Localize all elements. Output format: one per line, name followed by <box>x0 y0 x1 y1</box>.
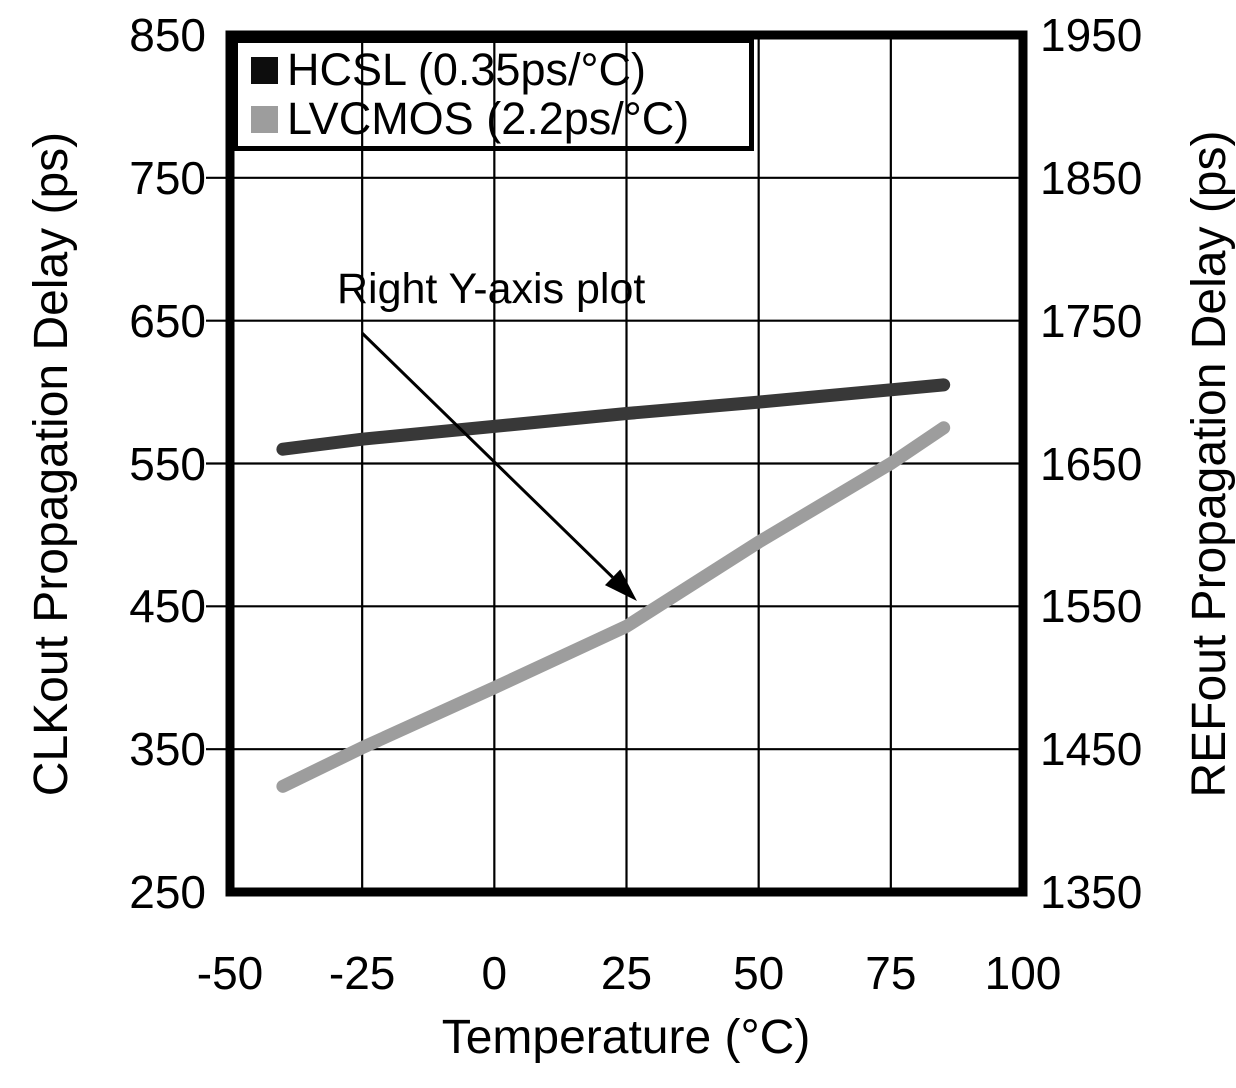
y-right-tick-label: 1750 <box>1040 294 1143 347</box>
arrow-line <box>360 331 614 579</box>
data-series <box>276 378 951 793</box>
x-axis-title: Temperature (°C) <box>441 1011 811 1064</box>
y-right-tick-label: 1350 <box>1040 866 1143 918</box>
y-left-tick-label: 250 <box>129 866 206 918</box>
y-left-tick-label: 750 <box>129 151 206 204</box>
annotation-arrow <box>360 331 637 601</box>
x-tick-label: -50 <box>196 947 264 999</box>
x-tick-label: -25 <box>328 947 396 999</box>
x-tick-label: 50 <box>733 947 785 999</box>
x-tick-label: 0 <box>481 947 508 999</box>
y-left-tick-label: 850 <box>129 9 206 61</box>
y-left-tick-label: 550 <box>129 437 206 490</box>
series-line-hcsl <box>276 378 951 456</box>
annotation-label: Right Y-axis plot <box>325 256 658 330</box>
y-right-tick-label: 1650 <box>1040 437 1143 490</box>
legend-marker-hcsl <box>251 56 278 84</box>
x-tick-label: 100 <box>984 947 1062 999</box>
y-left-tick-label: 450 <box>129 580 206 633</box>
plot-border <box>225 30 1028 897</box>
y-right-tick-label: 1550 <box>1040 580 1143 633</box>
series-line-lvcmos <box>276 421 951 793</box>
legend-item-lvcmos: LVCMOS (2.2ps/°C) <box>251 95 749 143</box>
x-tick-label: 25 <box>600 947 653 999</box>
y-left-tick-label: 650 <box>129 294 206 347</box>
y-right-tick-label: 1850 <box>1040 151 1143 204</box>
legend-item-hcsl: HCSL (0.35ps/°C) <box>251 46 749 94</box>
legend-label-hcsl: HCSL (0.35ps/°C) <box>287 44 646 95</box>
y-right-tick-label: 1450 <box>1040 723 1143 776</box>
y-right-tick-label: 1950 <box>1040 9 1143 61</box>
legend-label-lvcmos: LVCMOS (2.2ps/°C) <box>287 93 690 144</box>
arrow-head <box>604 569 637 601</box>
y-left-tick-label: 350 <box>129 723 206 776</box>
legend-marker-lvcmos <box>251 105 278 133</box>
x-tick-label: 75 <box>865 947 917 999</box>
